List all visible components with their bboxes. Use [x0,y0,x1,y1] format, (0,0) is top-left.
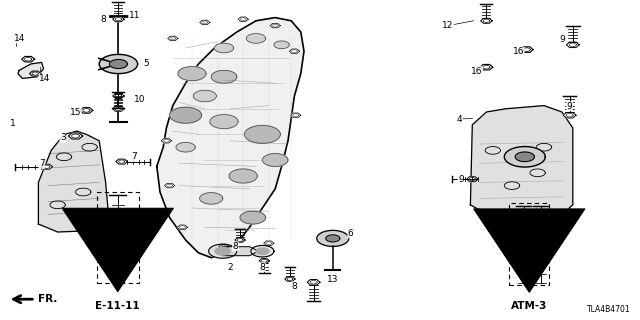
Polygon shape [285,277,295,281]
Text: 7: 7 [132,152,137,161]
Polygon shape [240,211,266,224]
Text: 9: 9 [559,35,564,44]
Text: ATM-3: ATM-3 [511,301,547,311]
Text: FR.: FR. [38,294,58,304]
Polygon shape [210,115,238,129]
Polygon shape [317,230,349,246]
Polygon shape [256,248,269,254]
Polygon shape [193,90,216,102]
Polygon shape [116,159,127,164]
Polygon shape [504,147,545,167]
Polygon shape [289,49,300,53]
Polygon shape [211,70,237,83]
Polygon shape [274,41,289,49]
Polygon shape [38,131,109,232]
Polygon shape [270,23,280,28]
Text: 2: 2 [228,263,233,272]
Polygon shape [238,17,248,21]
Polygon shape [246,34,266,43]
Polygon shape [99,54,138,74]
Polygon shape [214,43,234,53]
Text: 14: 14 [39,74,51,83]
Text: 16: 16 [471,67,483,76]
Polygon shape [223,247,259,256]
Polygon shape [200,20,210,25]
Polygon shape [259,259,269,263]
Polygon shape [244,125,280,143]
Polygon shape [480,64,493,70]
Polygon shape [566,42,579,48]
Polygon shape [291,113,301,117]
Polygon shape [235,238,245,242]
Text: 12: 12 [442,21,454,30]
Text: 13: 13 [327,276,339,284]
Text: 14: 14 [13,34,25,43]
Polygon shape [467,177,478,182]
Polygon shape [80,108,93,113]
Text: 8: 8 [292,282,297,291]
Polygon shape [200,193,223,204]
Polygon shape [326,235,340,242]
Polygon shape [178,67,206,81]
Bar [509,203,549,285]
Text: 16: 16 [513,47,524,56]
Text: 1: 1 [10,119,15,128]
Text: 10: 10 [134,95,145,104]
Polygon shape [229,169,257,183]
Polygon shape [215,247,230,255]
Polygon shape [41,164,52,169]
Text: 6: 6 [348,229,353,238]
Polygon shape [262,154,288,166]
Text: 4: 4 [457,115,462,124]
Text: 3: 3 [60,133,65,142]
Polygon shape [113,106,124,111]
Text: 8: 8 [260,263,265,272]
Polygon shape [520,47,533,52]
Polygon shape [168,36,178,41]
Bar [97,192,139,283]
Text: 15: 15 [70,108,81,117]
Polygon shape [113,93,124,99]
Polygon shape [161,139,172,143]
Polygon shape [170,107,202,123]
Polygon shape [563,112,576,118]
Text: 8: 8 [101,15,106,24]
Text: 8: 8 [233,242,238,251]
Polygon shape [481,18,492,23]
Polygon shape [219,244,229,249]
Polygon shape [515,152,534,162]
Polygon shape [22,56,35,62]
Polygon shape [164,183,175,188]
Polygon shape [176,142,195,152]
Polygon shape [68,133,83,139]
Text: 5: 5 [143,60,148,68]
Polygon shape [29,71,41,76]
Text: 9: 9 [458,175,463,184]
Polygon shape [109,60,127,68]
Polygon shape [209,244,237,258]
Polygon shape [264,241,274,245]
Polygon shape [18,62,44,78]
Text: TLA4B4701: TLA4B4701 [587,305,630,314]
Polygon shape [177,225,188,229]
Polygon shape [157,18,304,258]
Polygon shape [307,279,320,285]
Polygon shape [251,245,274,257]
Polygon shape [470,106,573,224]
Text: 11: 11 [129,12,140,20]
Text: 9: 9 [567,102,572,111]
Text: E-11-11: E-11-11 [95,301,140,311]
Text: 7: 7 [39,159,44,168]
Polygon shape [113,17,124,22]
